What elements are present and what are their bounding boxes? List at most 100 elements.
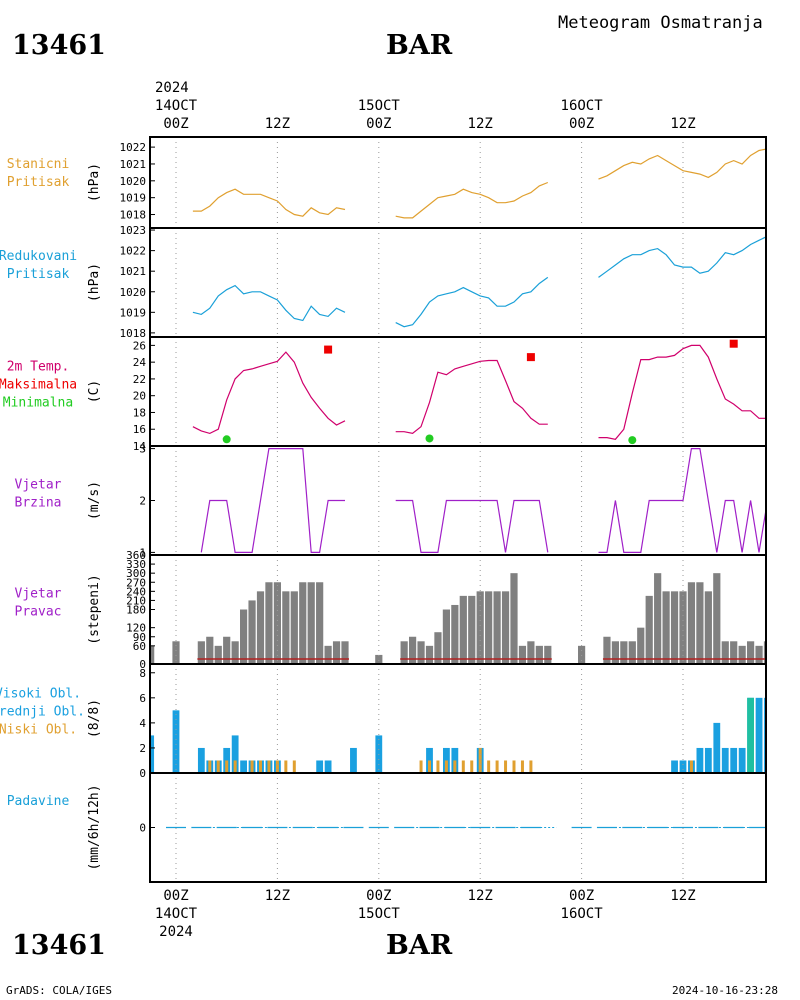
direction-bar bbox=[722, 641, 729, 664]
cloud-bar bbox=[251, 760, 254, 773]
cloud-bar bbox=[690, 760, 693, 773]
direction-bar bbox=[291, 591, 298, 664]
panel-label: Visoki Obl. bbox=[0, 687, 81, 702]
tmax-marker bbox=[730, 340, 738, 348]
direction-bar bbox=[240, 610, 247, 665]
panel-precipitation: 0 Padavine (mm/6h/12h) bbox=[7, 773, 776, 882]
direction-bar bbox=[696, 582, 703, 664]
y-tick-label: 1022 bbox=[120, 141, 147, 154]
series-line bbox=[599, 345, 776, 439]
cloud-bar bbox=[487, 760, 490, 773]
y-tick-label: 1019 bbox=[120, 306, 147, 319]
panel-clouds: 0 2 4 6 8 Visoki Obl. Srednji Obl. Niski Obl. (8… bbox=[0, 664, 779, 780]
top-hour-label: 00Z bbox=[366, 116, 391, 132]
direction-bar bbox=[333, 641, 340, 664]
meteogram: 13461 BAR Meteogram Osmatranja 13461 BAR… bbox=[0, 0, 800, 1000]
direction-bar bbox=[299, 582, 306, 664]
direction-bar bbox=[730, 641, 737, 664]
cloud-bar bbox=[240, 760, 247, 773]
direction-bar bbox=[477, 591, 484, 664]
panel-label: Redukovani bbox=[0, 249, 77, 264]
y-tick-label: 0 bbox=[139, 822, 146, 835]
direction-bar bbox=[646, 596, 653, 664]
tmin-marker bbox=[426, 434, 434, 442]
panel-label: Minimalna bbox=[3, 396, 73, 411]
panel-label: Pritisak bbox=[7, 267, 70, 282]
cloud-bar bbox=[504, 760, 507, 773]
panel-frame bbox=[150, 337, 766, 446]
direction-bar bbox=[578, 646, 585, 664]
y-tick-label: 1018 bbox=[120, 209, 147, 222]
y-tick-label: 1021 bbox=[120, 158, 147, 171]
direction-bar bbox=[713, 573, 720, 664]
direction-bar bbox=[772, 646, 779, 664]
panel-unit: (hPa) bbox=[87, 163, 102, 202]
direction-bar bbox=[671, 591, 678, 664]
bottom-day-label: 15OCT bbox=[358, 906, 401, 922]
y-tick-label: 1021 bbox=[120, 265, 147, 278]
y-tick-label: 1022 bbox=[120, 245, 147, 258]
direction-bar bbox=[739, 646, 746, 664]
bottom-day-label: 16OCT bbox=[561, 906, 604, 922]
panel-label: Pravac bbox=[15, 605, 62, 620]
cloud-bar bbox=[671, 760, 678, 773]
direction-bar bbox=[316, 582, 323, 664]
y-tick-label: 24 bbox=[133, 356, 147, 369]
bottom-year-label: 2024 bbox=[159, 924, 193, 940]
y-tick-label: 8 bbox=[139, 667, 146, 680]
cloud-bar bbox=[316, 760, 323, 773]
panel-data bbox=[147, 573, 780, 664]
panel-reduced-pressure: 101810191020102110221023RedukovaniPritis… bbox=[0, 224, 776, 340]
cloud-bar bbox=[722, 748, 729, 773]
panel-label: Pritisak bbox=[7, 175, 70, 190]
y-tick-label: 1018 bbox=[120, 327, 147, 340]
direction-bar bbox=[612, 641, 619, 664]
direction-bar bbox=[274, 582, 281, 664]
cloud-bar bbox=[445, 760, 448, 773]
cloud-bar bbox=[462, 760, 465, 773]
cloud-bar bbox=[420, 760, 423, 773]
direction-bar bbox=[451, 605, 458, 664]
direction-bar bbox=[265, 582, 272, 664]
cloud-bar bbox=[513, 760, 516, 773]
direction-bar bbox=[519, 646, 526, 664]
cloud-bar bbox=[225, 760, 228, 773]
y-tick-label: 16 bbox=[133, 423, 146, 436]
direction-bar bbox=[620, 641, 627, 664]
panel-unit: (m/s) bbox=[87, 481, 102, 520]
bottom-day-label: 14OCT bbox=[155, 906, 198, 922]
panel-label: Srednji Obl. bbox=[0, 705, 85, 720]
panel-data bbox=[201, 449, 776, 553]
y-tick-label: 1020 bbox=[120, 175, 147, 188]
direction-bar bbox=[485, 591, 492, 664]
cloud-bar bbox=[259, 760, 262, 773]
panel-wind-direction: 06090120180210240270300330360VjetarPrava… bbox=[15, 549, 780, 671]
panel-station-pressure: 10181019102010211022StanicniPritisak (hPa… bbox=[7, 137, 776, 228]
panel-temperature: 14 16 18 20 22 24 26 2m Temp. Maksimalna Minimaln… bbox=[0, 337, 776, 453]
y-tick-label: 26 bbox=[133, 339, 146, 352]
cloud-bar bbox=[529, 760, 532, 773]
panel-unit: (hPa) bbox=[87, 263, 102, 302]
tmin-marker bbox=[628, 436, 636, 444]
top-day-label: 15OCT bbox=[358, 98, 401, 114]
cloud-bar bbox=[713, 723, 720, 773]
y-tick-label: 1023 bbox=[120, 224, 147, 237]
y-tick-label: 4 bbox=[139, 717, 146, 730]
cloud-bar bbox=[234, 760, 237, 773]
direction-bar bbox=[375, 655, 382, 664]
top-year-label: 2024 bbox=[155, 80, 189, 96]
direction-bar bbox=[663, 591, 670, 664]
direction-bar bbox=[502, 591, 509, 664]
direction-bar bbox=[544, 646, 551, 664]
cloud-bar bbox=[198, 748, 205, 773]
cloud-bar bbox=[697, 748, 704, 773]
cloud-bar bbox=[470, 760, 473, 773]
cloud-bar bbox=[521, 760, 524, 773]
panel-label: 2m Temp. bbox=[7, 360, 70, 375]
series-line bbox=[396, 501, 548, 553]
cloud-bar bbox=[267, 760, 270, 773]
direction-bar bbox=[401, 641, 408, 664]
y-tick-label: 6 bbox=[139, 692, 146, 705]
y-tick-label: 1019 bbox=[120, 192, 147, 205]
panel-data bbox=[193, 228, 776, 327]
